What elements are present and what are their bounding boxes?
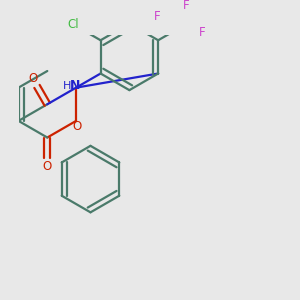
- Text: F: F: [199, 26, 206, 39]
- Text: N: N: [70, 80, 80, 92]
- Text: O: O: [72, 120, 82, 133]
- Text: Cl: Cl: [67, 18, 79, 31]
- Text: O: O: [43, 160, 52, 173]
- Text: H: H: [63, 81, 71, 91]
- Text: O: O: [28, 72, 37, 85]
- Text: F: F: [154, 10, 160, 23]
- Text: F: F: [183, 0, 190, 12]
